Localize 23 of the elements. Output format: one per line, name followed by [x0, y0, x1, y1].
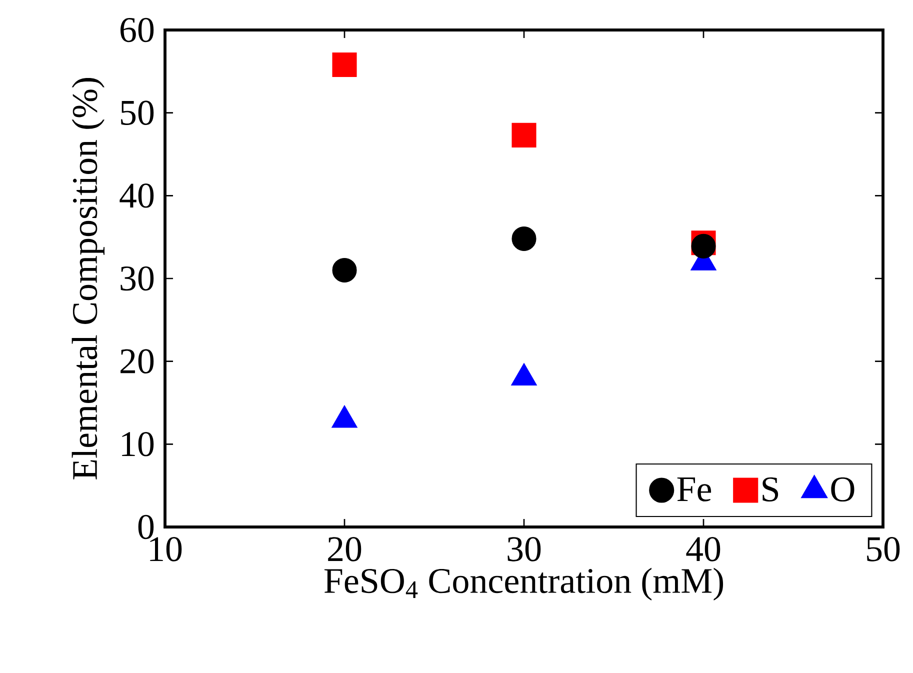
point: [512, 226, 536, 251]
point: [332, 52, 357, 78]
x-tick-label: 10: [150, 537, 182, 562]
y-tick-label: 40: [120, 184, 154, 208]
legend-label: Fe: [677, 477, 712, 502]
point: [332, 258, 357, 282]
legend-label: S: [762, 477, 778, 502]
y-tick-label: 60: [120, 18, 154, 42]
point: [512, 122, 536, 148]
x-axis-title: FeSO$_{4}$ Concentration (mM): [324, 568, 724, 600]
x-tick-label: 50: [867, 537, 900, 562]
y-axis-title: Elemental Composition (%): [72, 78, 104, 480]
x-tick-label: 40: [686, 537, 720, 562]
y-tick-label: 50: [121, 100, 154, 125]
point: [332, 405, 358, 428]
y-tick-label: 0: [138, 514, 154, 540]
y-tick-label: 20: [120, 349, 154, 374]
legend-label: O: [831, 477, 854, 502]
y-tick-label: 30: [120, 266, 154, 291]
point: [511, 362, 537, 386]
x-tick-label: 20: [328, 537, 362, 562]
y-tick-label: 10: [122, 432, 154, 456]
x-tick-label: 30: [508, 537, 541, 562]
